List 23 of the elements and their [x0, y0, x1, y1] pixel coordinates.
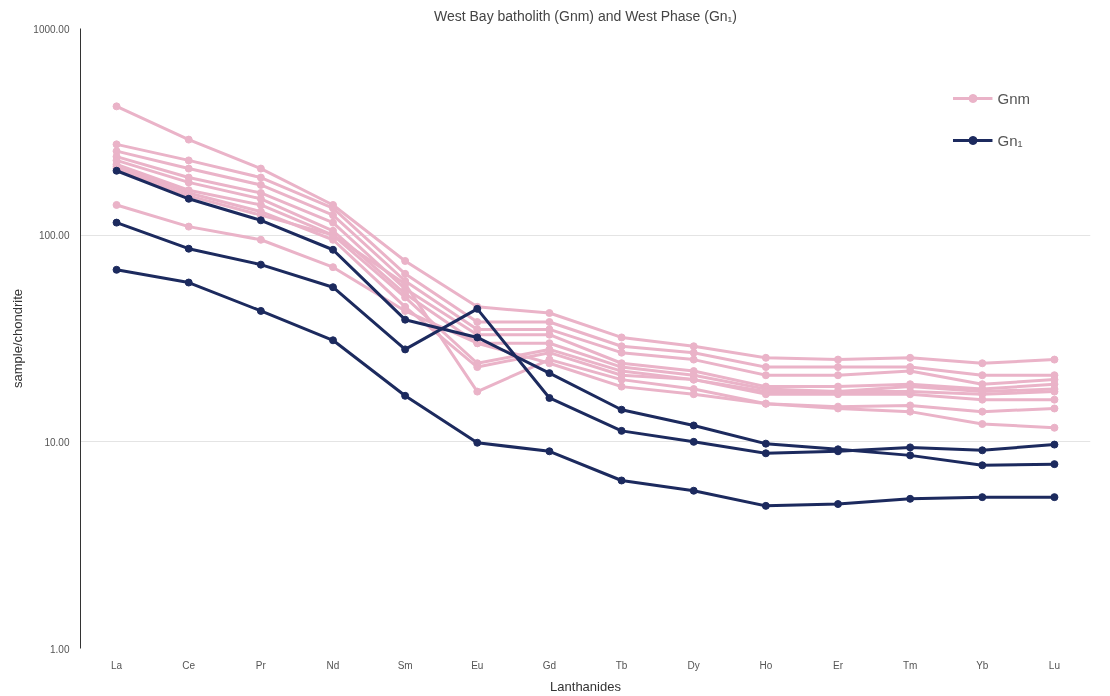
x-tick-label: Sm — [397, 659, 413, 671]
x-tick-label: Er — [833, 659, 844, 671]
chart-title: West Bay batholith (Gnm) and West Phase (Gn₁) — [434, 7, 737, 24]
x-tick-label: Dy — [687, 659, 700, 671]
x-tick-label: Nd — [326, 659, 340, 671]
legend-label: Gn₁ — [997, 131, 1023, 149]
x-tick-label: Eu — [471, 659, 484, 671]
x-tick-label: Tm — [902, 659, 918, 671]
y-tick-label: 10.00 — [44, 436, 70, 448]
x-axis-title: Lanthanides — [550, 678, 622, 694]
y-tick-label: 100.00 — [38, 230, 70, 242]
x-tick-label: Ho — [759, 659, 773, 671]
x-tick-label: Yb — [976, 659, 989, 671]
y-axis-title: sample/chondrite — [10, 289, 26, 388]
legend-label: Gnm — [997, 89, 1030, 107]
y-tick-label: 1000.00 — [33, 23, 70, 35]
x-tick-label: Ce — [182, 659, 196, 671]
x-tick-label: Gd — [542, 659, 557, 671]
y-tick-label: 1.00 — [50, 643, 70, 655]
x-tick-label: Tb — [615, 659, 628, 671]
x-tick-label: Pr — [255, 659, 267, 671]
x-tick-label: Lu — [1048, 659, 1060, 671]
x-tick-label: La — [111, 659, 123, 671]
